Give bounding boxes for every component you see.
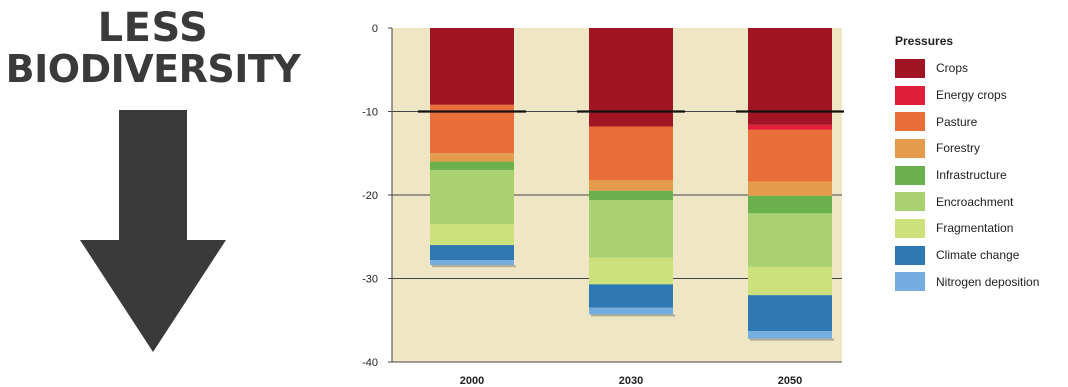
headline-line-2: BIODIVERSITY [5, 47, 301, 91]
legend-swatch [895, 85, 925, 105]
legend-item-climate-change: Climate change [895, 242, 1065, 269]
bar-segment-forestry [748, 181, 832, 196]
bar-segment-infrastructure [748, 195, 832, 214]
legend-item-fragmentation: Fragmentation [895, 215, 1065, 242]
legend-label: Infrastructure [936, 168, 1007, 183]
bar-segment-climate-change [748, 295, 832, 332]
legend-item-crops: Crops [895, 55, 1065, 82]
legend-label: Climate change [936, 248, 1020, 263]
bar-segment-forestry [589, 179, 673, 191]
bar-segment-infrastructure [589, 190, 673, 201]
bar-segment-pasture [748, 129, 832, 182]
bar-stack-2000 [430, 28, 516, 268]
bar-shadow [591, 314, 675, 317]
bar-segment-crops [430, 28, 514, 105]
legend-label: Crops [936, 61, 969, 76]
legend-label: Forestry [936, 141, 981, 156]
bar-shadow [432, 265, 516, 268]
bar-segment-nitrogen-deposition [748, 331, 832, 339]
legend-item-forestry: Forestry [895, 135, 1065, 162]
down-arrow-icon [80, 110, 226, 352]
legend-title: Pressures [895, 34, 954, 48]
y-tick-label: -40 [362, 357, 378, 369]
y-tick-label: -10 [362, 107, 378, 119]
legend-swatch [895, 218, 925, 238]
bar-segment-crops [748, 28, 832, 125]
bar-segment-encroachment [748, 213, 832, 267]
legend-label: Pasture [936, 114, 978, 129]
legend-swatch [895, 192, 925, 212]
legend: Pressures Crops Energy crops Pasture Forest… [895, 34, 1065, 295]
legend-swatch [895, 165, 925, 185]
headline-line-1: LESS [97, 5, 209, 51]
bar-segment-pasture [430, 104, 514, 154]
legend-swatch [895, 112, 925, 132]
bar-segment-fragmentation [589, 257, 673, 285]
legend-swatch [895, 138, 925, 158]
legend-item-energy-crops: Energy crops [895, 82, 1065, 109]
y-tick-label: 0 [372, 23, 378, 35]
bar-segment-encroachment [589, 200, 673, 258]
stacked-bar-chart: 0 -10 -20 -30 -40 2000 2030 2050 [362, 23, 844, 387]
x-tick-label: 2030 [619, 375, 643, 387]
x-tick-label: 2050 [778, 375, 802, 387]
legend-label: Encroachment [936, 194, 1014, 209]
bar-segment-fragmentation [748, 266, 832, 296]
legend-swatch [895, 272, 925, 292]
bar-segment-encroachment [430, 169, 514, 225]
bar-segment-climate-change [430, 245, 514, 261]
legend-item-pasture: Pasture [895, 108, 1065, 135]
legend-item-nitrogen-deposition: Nitrogen deposition [895, 269, 1065, 296]
bar-segment-climate-change [589, 284, 673, 308]
bar-stack-2030 [589, 28, 675, 317]
legend-label: Nitrogen deposition [936, 274, 1040, 289]
y-tick-label: -20 [362, 190, 378, 202]
bar-segment-crops [589, 28, 673, 127]
y-tick-label: -30 [362, 274, 378, 286]
bar-segment-energy-crops [748, 124, 832, 130]
bar-segment-pasture [589, 126, 673, 180]
x-tick-label: 2000 [460, 375, 484, 387]
bar-segment-fragmentation [430, 224, 514, 246]
legend-label: Energy crops [936, 88, 1007, 103]
bar-segment-nitrogen-deposition [430, 260, 514, 266]
legend-swatch [895, 245, 925, 265]
legend-item-encroachment: Encroachment [895, 188, 1065, 215]
bar-segment-nitrogen-deposition [589, 307, 673, 315]
bar-shadow [750, 338, 834, 341]
legend-label: Fragmentation [936, 221, 1014, 236]
bar-segment-forestry [430, 153, 514, 162]
bar-segment-infrastructure [430, 161, 514, 170]
legend-item-infrastructure: Infrastructure [895, 162, 1065, 189]
legend-swatch [895, 58, 925, 78]
bar-stack-2050 [748, 28, 834, 341]
